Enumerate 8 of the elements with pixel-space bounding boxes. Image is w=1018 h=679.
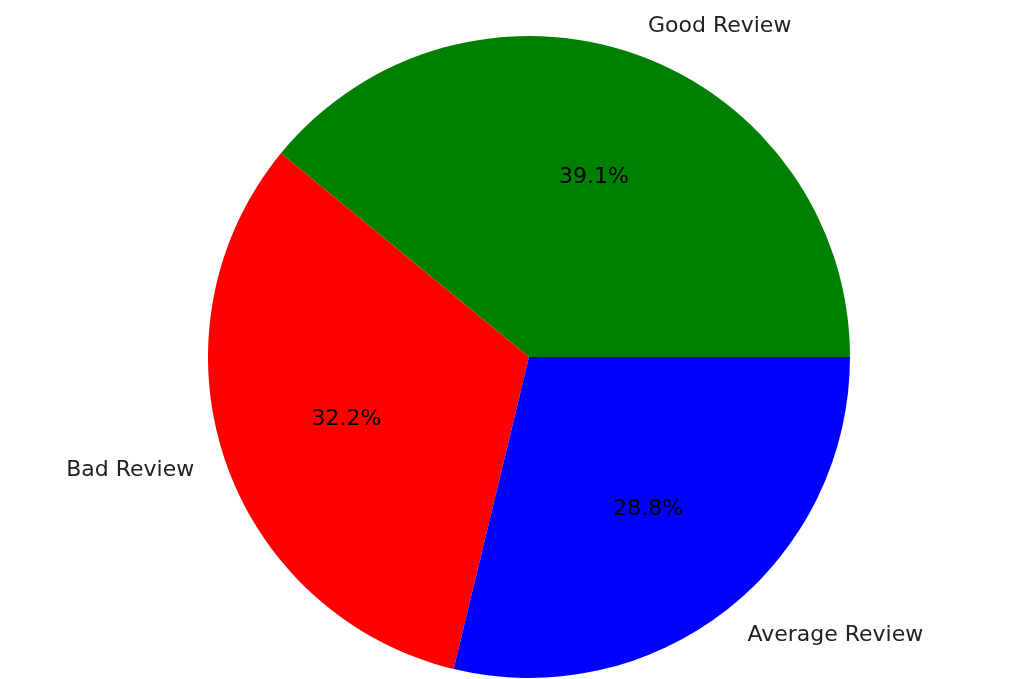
slice-label: Good Review [647, 11, 792, 37]
data-label: 32.2% [311, 405, 382, 431]
data-label: 28.8% [613, 495, 684, 521]
data-label: 39.1% [558, 162, 629, 188]
pie-slice [280, 36, 850, 357]
slice-label: Bad Review [66, 456, 195, 482]
pie-slice [208, 153, 529, 670]
slice-label: Average Review [747, 621, 924, 647]
